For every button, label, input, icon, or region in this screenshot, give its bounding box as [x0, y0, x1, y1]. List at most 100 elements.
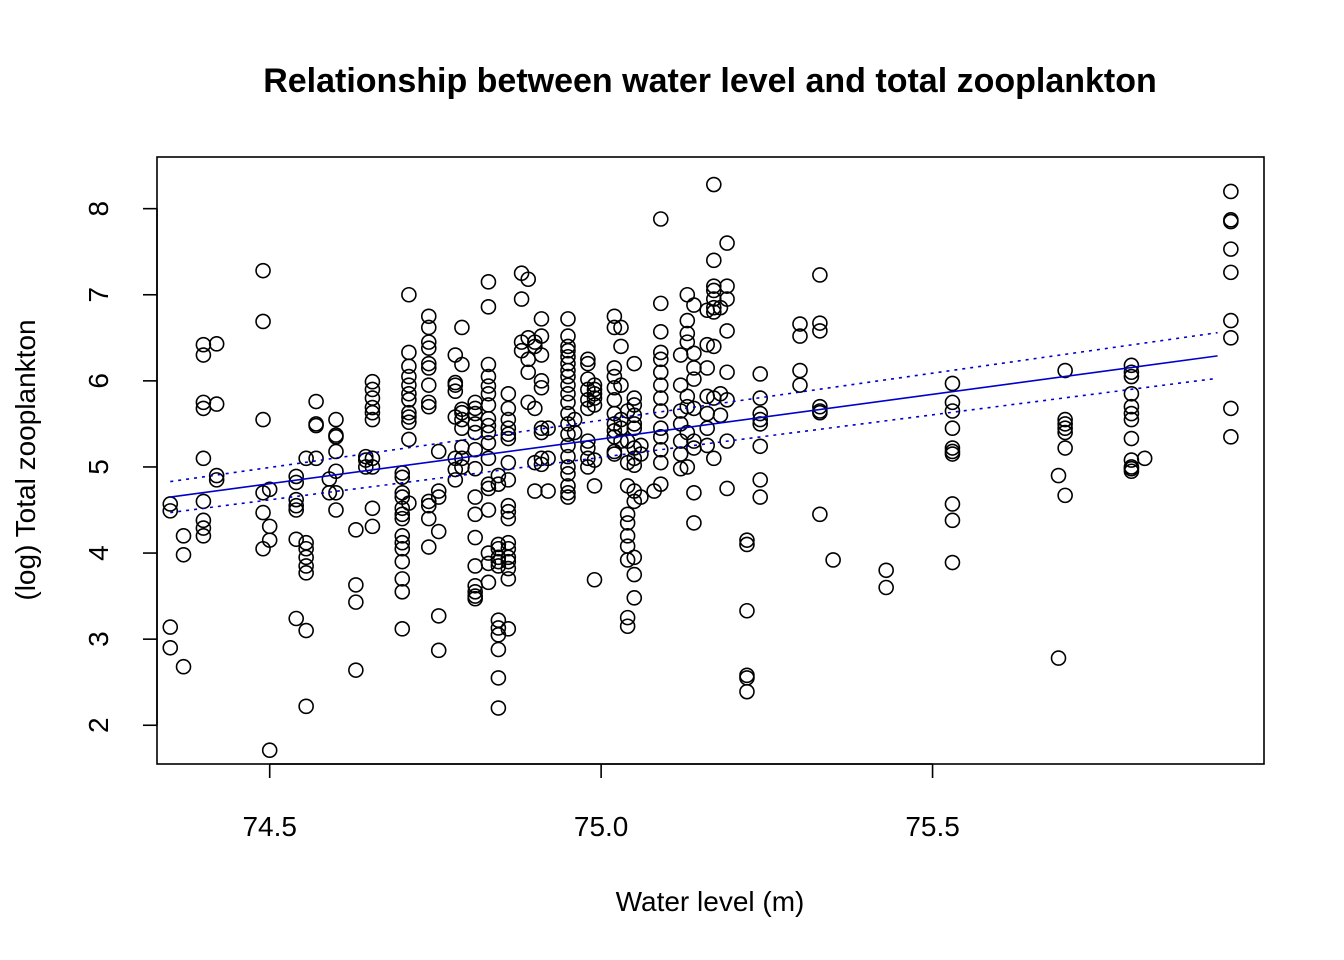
data-point: [480, 274, 497, 290]
data-point: [652, 377, 669, 393]
data-point: [480, 555, 497, 572]
data-point: [420, 510, 437, 527]
data-point: [679, 334, 696, 350]
data-point: [652, 351, 669, 368]
data-point: [944, 403, 961, 419]
data-point: [480, 502, 497, 518]
data-point: [328, 463, 344, 480]
data-point: [420, 493, 437, 510]
data-point: [652, 323, 669, 340]
data-point: [560, 466, 576, 482]
data-point: [626, 549, 643, 566]
data-point: [348, 594, 364, 610]
data-point: [298, 558, 314, 574]
data-point: [348, 662, 364, 678]
data-point: [686, 297, 702, 313]
data-point: [719, 433, 735, 449]
data-point: [480, 574, 497, 591]
data-point: [652, 441, 669, 458]
data-point: [560, 459, 576, 475]
data-point: [626, 390, 643, 406]
data-point: [712, 407, 729, 424]
data-point: [490, 620, 507, 636]
data-point: [255, 411, 271, 428]
data-point: [752, 438, 769, 455]
data-point: [364, 399, 381, 416]
data-point: [812, 398, 828, 415]
data-point: [626, 407, 643, 424]
data-point: [500, 430, 517, 447]
data-point: [527, 483, 543, 499]
data-point: [162, 503, 179, 519]
data-point: [1223, 241, 1239, 257]
data-point: [739, 602, 755, 619]
data-point: [825, 552, 841, 568]
data-point: [401, 344, 417, 361]
data-point: [261, 518, 278, 535]
data-point: [500, 621, 517, 637]
data-point: [430, 523, 447, 540]
data-point: [447, 377, 464, 393]
data-point: [752, 405, 769, 422]
y-axis-label: (log) Total zooplankton: [10, 319, 41, 600]
data-point: [261, 742, 278, 759]
data-point: [672, 460, 689, 477]
data-point: [401, 358, 417, 375]
data-point: [679, 312, 696, 329]
data-point: [1223, 213, 1239, 230]
data-point: [500, 385, 517, 402]
data-point: [394, 621, 411, 637]
data-point: [430, 642, 447, 659]
data-point: [1057, 420, 1073, 437]
data-point: [613, 338, 629, 355]
data-point: [626, 397, 643, 413]
data-point: [652, 429, 669, 445]
data-point: [533, 328, 550, 344]
data-point: [533, 373, 550, 389]
data-point: [298, 450, 314, 467]
data-point: [298, 565, 314, 581]
data-point: [480, 480, 497, 497]
data-point: [394, 469, 411, 486]
data-point: [195, 528, 212, 544]
data-point: [1136, 450, 1153, 467]
data-point: [500, 400, 517, 417]
data-point: [706, 176, 722, 193]
data-point: [1050, 650, 1067, 666]
data-point: [626, 355, 643, 372]
data-point: [1123, 411, 1140, 428]
data-point: [699, 336, 715, 353]
data-point: [739, 536, 755, 553]
data-point: [480, 385, 497, 402]
data-point: [490, 558, 507, 574]
data-point: [500, 549, 517, 566]
data-point: [586, 397, 603, 413]
y-tick-label: 5: [83, 459, 114, 475]
data-point: [560, 342, 576, 359]
data-point: [447, 383, 464, 399]
data-point: [420, 355, 437, 372]
x-axis-label: Water level (m): [616, 886, 805, 917]
data-point: [560, 355, 576, 372]
chart-title: Relationship between water level and tot…: [263, 62, 1157, 100]
data-point: [208, 396, 225, 412]
data-point: [255, 262, 271, 279]
data-point: [1057, 424, 1073, 441]
data-point: [195, 493, 212, 510]
data-point: [560, 368, 576, 385]
data-point: [1223, 312, 1239, 329]
fit-line: [170, 355, 1218, 498]
data-point: [1123, 357, 1140, 374]
data-point: [298, 540, 314, 557]
data-point: [527, 400, 543, 417]
data-point: [944, 375, 961, 392]
data-point: [500, 571, 517, 587]
data-point: [719, 364, 735, 381]
x-axis: 74.5 75.0 75.5: [242, 763, 960, 842]
data-point: [560, 377, 576, 393]
data-point: [626, 416, 643, 432]
data-point: [1057, 416, 1073, 432]
data-point: [500, 560, 517, 577]
data-point: [540, 483, 556, 499]
data-point: [812, 267, 828, 283]
